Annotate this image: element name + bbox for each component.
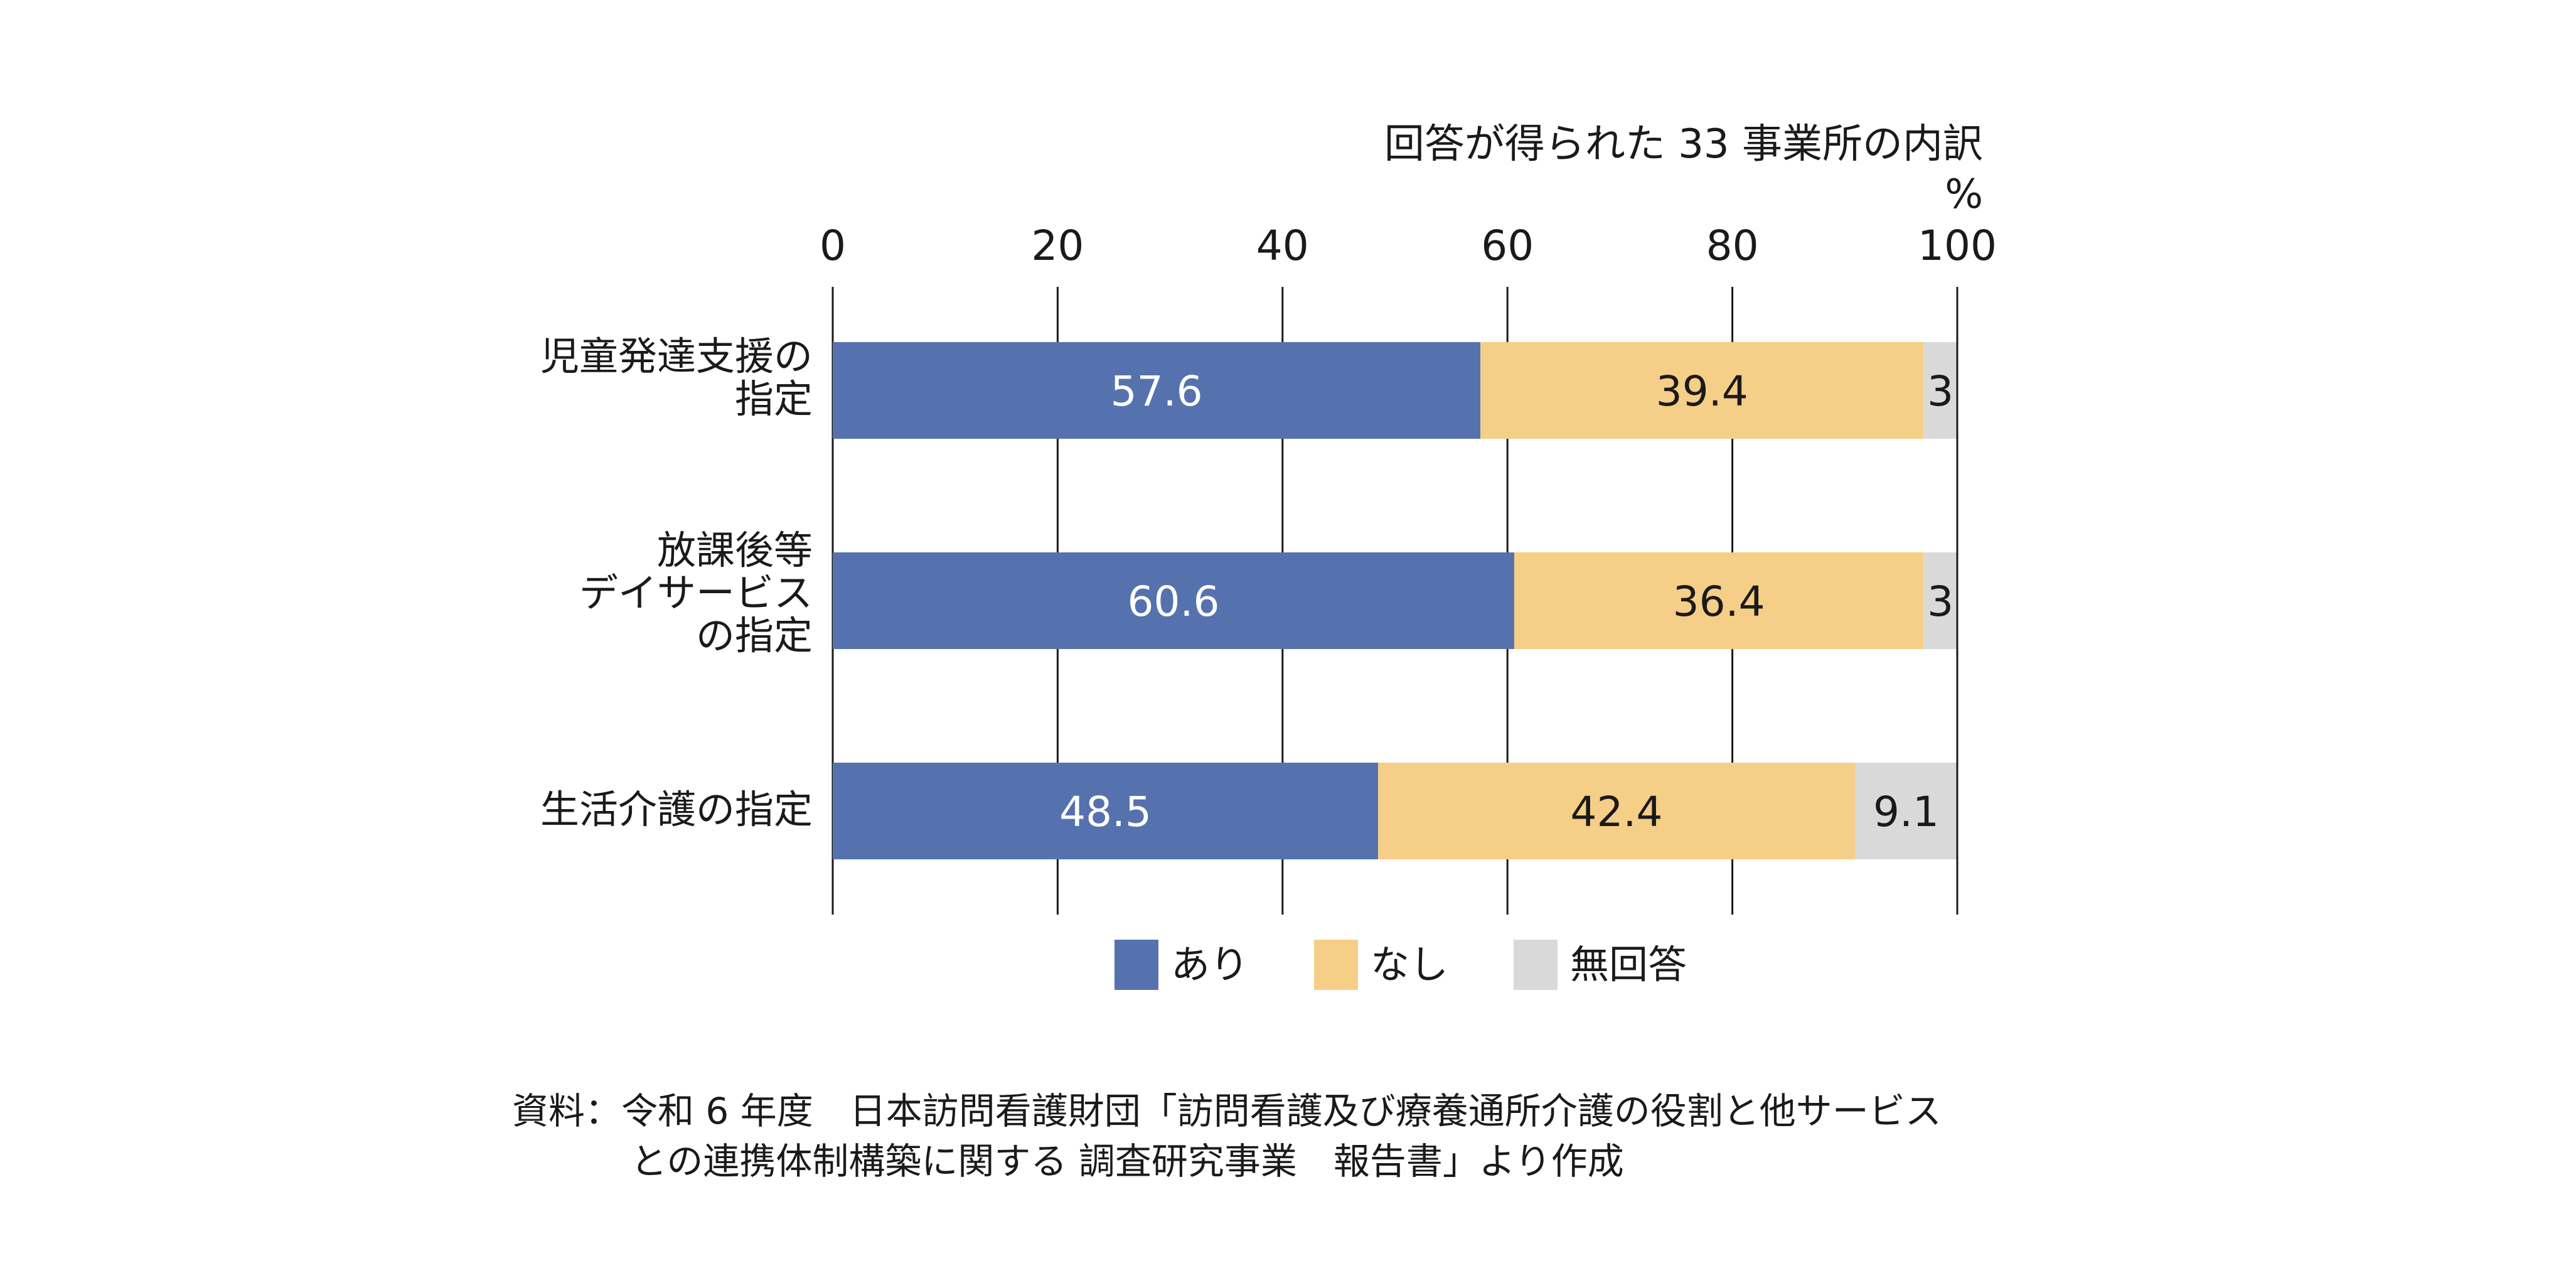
x-tick-label-5: 100 xyxy=(1918,222,1997,270)
legend-item-ari: あり xyxy=(1114,940,1249,990)
x-tick-label-1: 20 xyxy=(1031,222,1084,270)
bar-segment-2-2 xyxy=(1854,763,1957,859)
bar-segment-1-1 xyxy=(1514,552,1924,649)
bar-segment-1-2 xyxy=(1923,552,1957,649)
bar-segment-1-0 xyxy=(833,552,1514,649)
legend-swatch-ari xyxy=(1114,940,1158,990)
x-axis-tick-labels: 0 20 40 60 80 100 xyxy=(820,222,1997,270)
legend-label-ari: あり xyxy=(1171,942,1249,987)
x-tick-label-3: 60 xyxy=(1481,222,1534,270)
data-label-1-2: 3 xyxy=(1927,577,1953,626)
legend: あり なし 無回答 xyxy=(1114,940,1727,990)
data-label-0-2: 3 xyxy=(1927,367,1953,416)
category-label-0: 児童発達支援の 指定 xyxy=(540,333,813,422)
data-label-2-2: 9.1 xyxy=(1873,788,1939,836)
bar-segment-2-1 xyxy=(1378,763,1855,859)
data-label-0-0: 57.6 xyxy=(1111,367,1203,416)
legend-swatch-nashi xyxy=(1314,940,1359,990)
bars: 57.6 39.4 3 60.6 36.4 3 48.5 42.4 9.1 xyxy=(833,287,1959,915)
legend-label-nashi: なし xyxy=(1371,942,1449,987)
source-line-2: との連携体制構築に関する 調査研究事業 報告書」より作成 xyxy=(631,1140,1624,1183)
x-tick-label-4: 80 xyxy=(1706,222,1759,270)
chart-title: 回答が得られた 33 事業所の内訳 xyxy=(1384,121,1983,168)
x-tick-label-0: 0 xyxy=(820,222,846,270)
data-label-2-0: 48.5 xyxy=(1059,788,1152,836)
bar-segment-0-0 xyxy=(833,342,1481,439)
unit-label: % xyxy=(1945,171,1983,218)
legend-label-mukaitou: 無回答 xyxy=(1570,942,1687,987)
legend-item-mukaitou: 無回答 xyxy=(1514,940,1687,990)
data-label-1-0: 60.6 xyxy=(1127,577,1219,626)
data-label-1-1: 36.4 xyxy=(1673,577,1765,626)
data-label-0-1: 39.4 xyxy=(1656,367,1748,416)
source-note: 資料：令和 6 年度 日本訪問看護財団「訪問看護及び療養通所介護の役割と他サービ… xyxy=(512,1086,1942,1186)
bar-segment-0-2 xyxy=(1923,342,1957,439)
legend-item-nashi: なし xyxy=(1314,940,1448,990)
bar-segment-0-1 xyxy=(1480,342,1924,439)
category-label-1: 放課後等 デイサービス の指定 xyxy=(579,527,813,658)
x-tick-label-2: 40 xyxy=(1256,222,1309,270)
category-label-2: 生活介護の指定 xyxy=(540,787,813,832)
legend-swatch-mukaitou xyxy=(1514,940,1558,990)
data-label-2-1: 42.4 xyxy=(1571,788,1663,836)
bar-segment-2-0 xyxy=(833,763,1379,859)
source-line-1: 資料：令和 6 年度 日本訪問看護財団「訪問看護及び療養通所介護の役割と他サービ… xyxy=(512,1090,1942,1132)
